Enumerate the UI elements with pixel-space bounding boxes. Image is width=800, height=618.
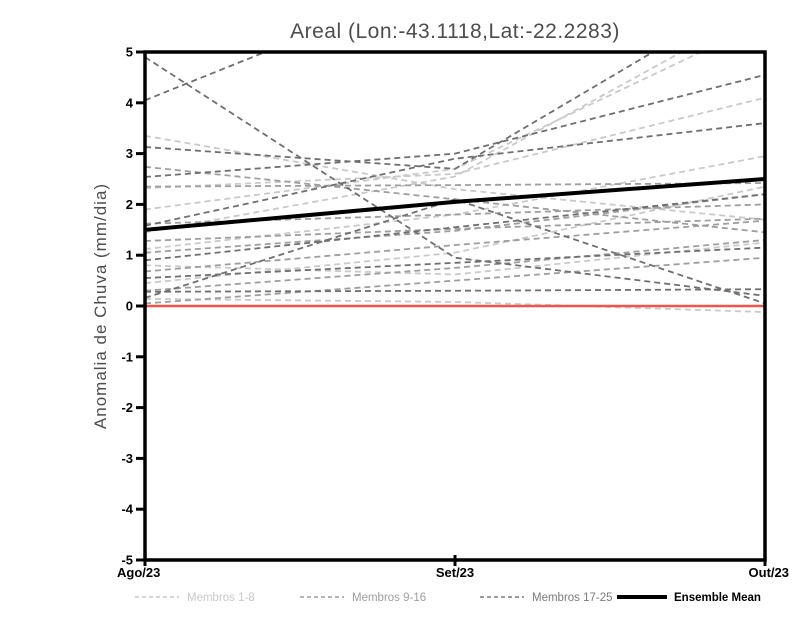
- y-axis-label: Anomalia de Chuva (mm/dia): [91, 183, 110, 429]
- x-tick-label: Out/23: [749, 565, 789, 580]
- x-tick-label: Ago/23: [117, 565, 160, 580]
- legend-label: Membros 17-25: [532, 592, 613, 604]
- member-line: [146, 74, 764, 178]
- y-tick-label: -2: [121, 400, 133, 415]
- y-tick-label: 3: [126, 146, 133, 161]
- y-tick-label: -3: [121, 451, 133, 466]
- member-line: [146, 193, 764, 262]
- member-line: [146, 193, 764, 254]
- member-line: [146, 53, 701, 211]
- legend-label: Membros 9-16: [352, 592, 426, 604]
- x-tick-label: Set/23: [436, 565, 474, 580]
- member-line: [146, 297, 764, 313]
- member-line: [146, 97, 764, 189]
- member-line: [146, 182, 764, 188]
- member-line: [146, 239, 764, 292]
- legend: Membros 1-8 Membros 9-16 Membros 17-25 Ense…: [135, 592, 761, 604]
- member-line: [146, 56, 764, 297]
- y-tick-label: -1: [121, 349, 133, 364]
- y-tick-label: 4: [126, 95, 134, 110]
- member-line: [146, 122, 764, 227]
- member-line: [146, 217, 764, 242]
- legend-label: Membros 1-8: [187, 592, 255, 604]
- y-tick-label: 0: [126, 299, 133, 314]
- plot-area: [146, 53, 764, 313]
- member-line: [146, 256, 764, 305]
- legend-label: Ensemble Mean: [674, 592, 761, 604]
- member-line: [146, 246, 764, 279]
- y-tick-label: -5: [121, 553, 133, 568]
- series-lines: [146, 53, 764, 313]
- y-tick-label: 2: [126, 197, 133, 212]
- y-tick-label: 1: [126, 248, 133, 263]
- member-line: [146, 53, 266, 101]
- member-line: [146, 288, 764, 293]
- chart-title: Areal (Lon:-43.1118,Lat:-22.2283): [290, 20, 620, 43]
- member-line: [146, 219, 764, 273]
- y-tick-label: -4: [121, 502, 133, 517]
- y-tick-label: 5: [126, 45, 133, 60]
- ensemble-mean-line: [146, 177, 764, 232]
- member-line: [146, 198, 764, 305]
- member-line: [146, 53, 682, 234]
- member-line: [146, 53, 654, 170]
- member-line: [146, 241, 764, 276]
